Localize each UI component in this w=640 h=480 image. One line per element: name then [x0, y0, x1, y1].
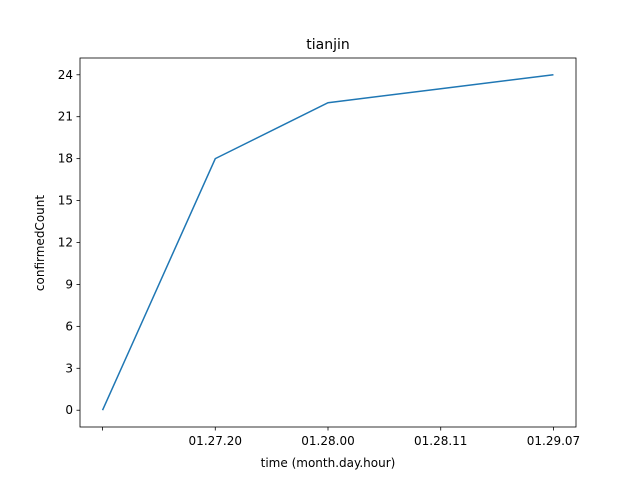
- y-tick-label: 3: [65, 361, 73, 375]
- y-tick-label: 0: [65, 403, 73, 417]
- x-axis-label: time (month.day.hour): [261, 456, 396, 470]
- x-tick-label: 01.29.07: [527, 434, 580, 448]
- y-tick-label: 15: [58, 194, 73, 208]
- chart-title: tianjin: [306, 37, 349, 53]
- x-tick-label: 01.28.00: [301, 434, 354, 448]
- y-tick-label: 24: [58, 68, 73, 82]
- x-tick-label: 01.28.11: [414, 434, 467, 448]
- y-tick-label: 18: [58, 152, 73, 166]
- plot-frame: [79, 57, 577, 428]
- y-tick-label: 9: [65, 277, 73, 291]
- line: [101, 74, 554, 411]
- y-tick-label: 6: [65, 319, 73, 333]
- y-tick-label: 21: [58, 110, 73, 124]
- y-axis-label: confirmedCount: [33, 195, 47, 291]
- x-tick-label: 01.27.20: [189, 434, 242, 448]
- y-tick-label: 12: [58, 236, 73, 250]
